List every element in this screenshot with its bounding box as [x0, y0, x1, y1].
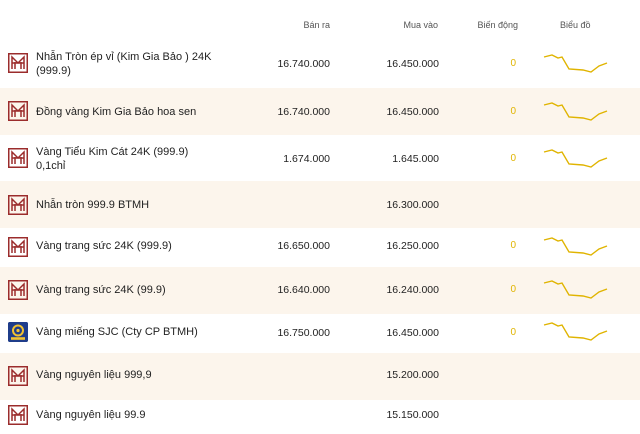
buy-price: 16.250.000 — [386, 240, 439, 252]
sparkline-chart[interactable] — [543, 234, 609, 260]
sell-price: 16.740.000 — [277, 106, 330, 118]
sell-price: 16.740.000 — [277, 58, 330, 70]
sparkline-chart[interactable] — [543, 99, 609, 125]
sparkline-chart[interactable] — [543, 319, 609, 345]
btmh-logo-icon — [8, 148, 28, 168]
buy-price: 16.450.000 — [386, 58, 439, 70]
buy-price: 16.450.000 — [386, 106, 439, 118]
btmh-logo-icon — [8, 405, 28, 425]
price-change: 0 — [510, 284, 516, 295]
buy-price: 15.150.000 — [386, 409, 439, 421]
buy-price: 16.450.000 — [386, 327, 439, 339]
buy-price: 15.200.000 — [386, 369, 439, 381]
btmh-logo-icon — [8, 366, 28, 386]
sell-price: 16.640.000 — [277, 284, 330, 296]
table-row: Vàng trang sức 24K (999.9) 16.650.000 16… — [0, 225, 640, 272]
sparkline-chart[interactable] — [543, 51, 609, 77]
product-name: Vàng nguyên liệu 99.9 — [36, 409, 146, 421]
product-name: Vàng miếng SJC (Cty CP BTMH) — [36, 326, 198, 338]
product-name: Vàng Tiểu Kim Cát 24K (999.9) 0,1chỉ — [36, 146, 189, 172]
sjc-logo-icon — [8, 322, 28, 342]
price-change: 0 — [510, 240, 516, 251]
price-change: 0 — [510, 153, 516, 164]
product-name: Vàng nguyên liệu 999,9 — [36, 369, 152, 381]
table-row: Nhẫn tròn 999.9 BTMH 16.300.000 — [0, 181, 640, 228]
btmh-logo-icon — [8, 53, 28, 73]
table-row: Nhẫn Tròn ép vỉ (Kim Gia Bảo ) 24K (999.… — [0, 40, 640, 87]
table-row: Đồng vàng Kim Gia Bảo hoa sen 16.740.000… — [0, 88, 640, 135]
product-name: Vàng trang sức 24K (999.9) — [36, 240, 172, 252]
product-name: Đồng vàng Kim Gia Bảo hoa sen — [36, 106, 197, 118]
buy-price: 16.300.000 — [386, 199, 439, 211]
btmh-logo-icon — [8, 195, 28, 215]
table-header: Bán ra Mua vào Biến động Biểu đồ — [0, 0, 640, 40]
sell-price: 16.750.000 — [277, 327, 330, 339]
table-row: Vàng trang sức 24K (99.9) 16.640.000 16.… — [0, 267, 640, 314]
header-buy: Mua vào — [403, 20, 438, 30]
table-row: Vàng Tiểu Kim Cát 24K (999.9) 0,1chỉ 1.6… — [0, 135, 640, 182]
price-change: 0 — [510, 327, 516, 338]
price-change: 0 — [510, 106, 516, 117]
product-name: Vàng trang sức 24K (99.9) — [36, 284, 166, 296]
header-change: Biến động — [477, 20, 518, 30]
btmh-logo-icon — [8, 280, 28, 300]
table-row: Vàng nguyên liệu 999,9 15.200.000 — [0, 353, 640, 400]
sparkline-chart[interactable] — [543, 277, 609, 303]
product-name: Nhẫn Tròn ép vỉ (Kim Gia Bảo ) 24K (999.… — [36, 51, 212, 77]
table-row: Vàng nguyên liệu 99.9 15.150.000 — [0, 398, 640, 434]
sell-price: 16.650.000 — [277, 240, 330, 252]
buy-price: 16.240.000 — [386, 284, 439, 296]
btmh-logo-icon — [8, 237, 28, 257]
price-change: 0 — [510, 58, 516, 69]
header-sell: Bán ra — [303, 20, 330, 30]
header-chart: Biểu đồ — [560, 20, 591, 30]
table-row: Vàng miếng SJC (Cty CP BTMH) 16.750.000 … — [0, 313, 640, 360]
sparkline-chart[interactable] — [543, 146, 609, 172]
buy-price: 1.645.000 — [392, 153, 439, 165]
btmh-logo-icon — [8, 101, 28, 121]
sell-price: 1.674.000 — [283, 153, 330, 165]
product-name: Nhẫn tròn 999.9 BTMH — [36, 199, 150, 211]
